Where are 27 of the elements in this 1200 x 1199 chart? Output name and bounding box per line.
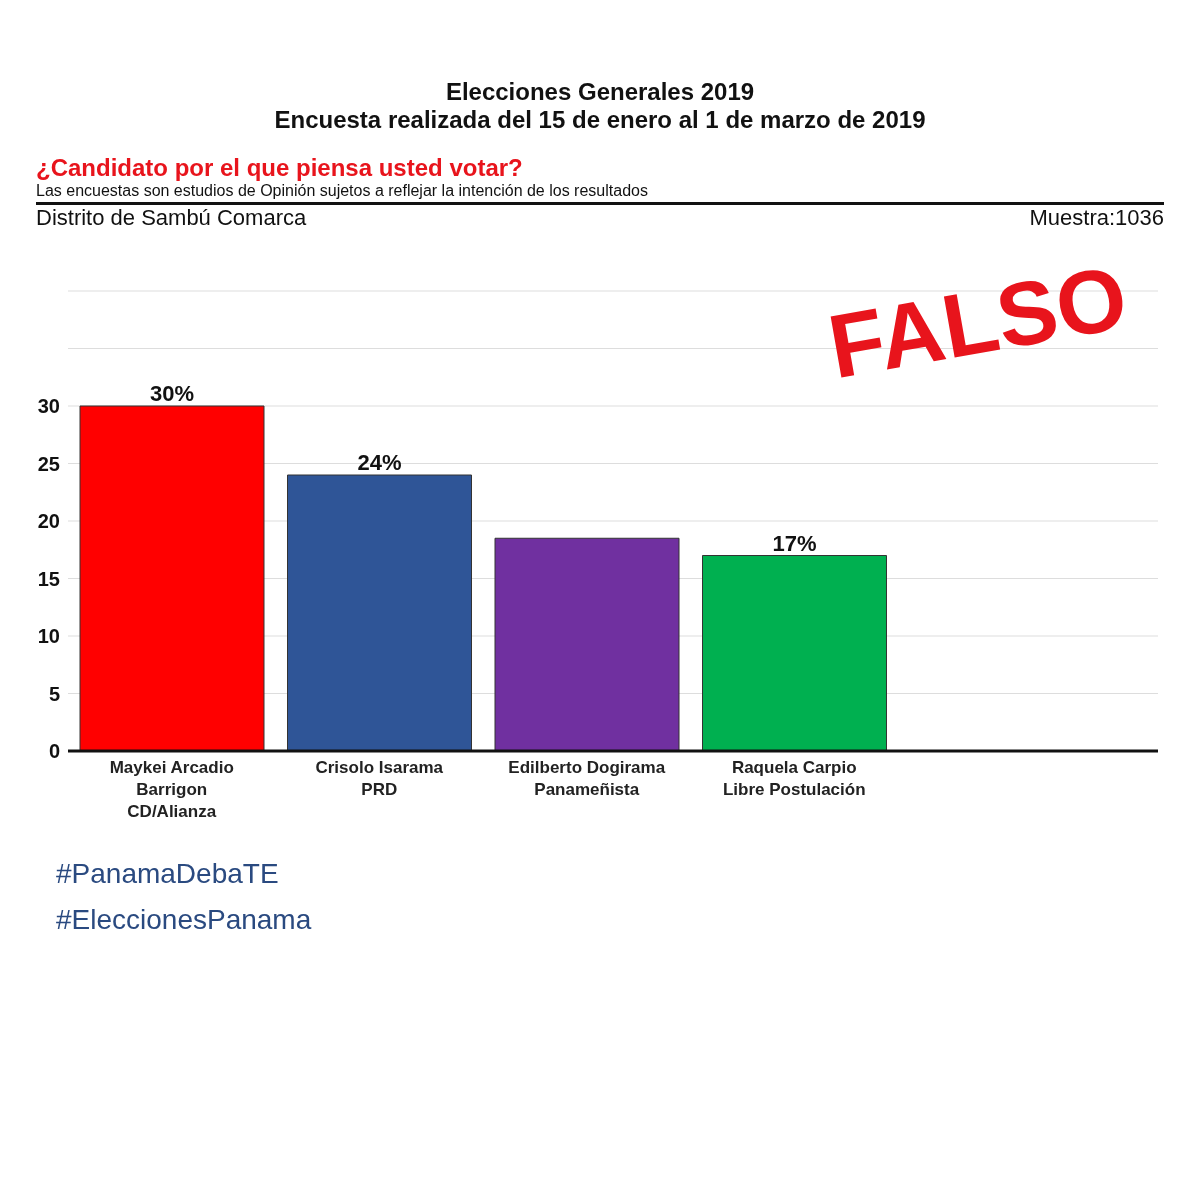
bar — [494, 537, 680, 751]
bar — [702, 555, 887, 751]
y-tick-label: 5 — [48, 682, 60, 705]
bar — [287, 474, 472, 751]
text: Distrito de Sambú Comarca — [36, 205, 307, 231]
data-label: 30% — [149, 381, 195, 406]
x-tick-label: Maykei Arcadio Barrigon CD/Alianza — [109, 758, 234, 821]
x-tick-label: Edilberto Dogirama Panameñista — [508, 758, 666, 799]
text: Las encuestas son estudios de Opinión sujetos a reflejar la intención de los resultados — [36, 182, 1164, 205]
y-tick-label: 10 — [37, 625, 60, 648]
bar — [79, 405, 265, 751]
annotation: FALSO — [821, 245, 1135, 400]
text: Muestra:1036 — [1029, 205, 1164, 231]
data-label: 17% — [772, 530, 817, 556]
y-tick-label: 15 — [37, 567, 60, 590]
y-tick-label: 25 — [37, 452, 60, 475]
y-tick-label: 20 — [37, 510, 60, 533]
text: ¿Candidato por el que piensa usted votar? — [36, 154, 524, 182]
y-tick-label: 30 — [37, 395, 60, 418]
chart-title: Elecciones Generales 2019 — [444, 78, 756, 106]
text: #PanamaDebaTE — [56, 857, 280, 891]
x-tick-label: Raquela Carpio Libre Postulación — [722, 758, 866, 799]
x-tick-label: Crisolo Isarama PRD — [315, 758, 444, 799]
y-tick-label: 0 — [48, 740, 60, 763]
data-label: 24% — [357, 450, 402, 475]
text: #EleccionesPanama — [56, 903, 313, 937]
chart-subtitle: Encuesta realizada del 15 de enero al 1 de marzo de 2019 — [273, 106, 927, 134]
